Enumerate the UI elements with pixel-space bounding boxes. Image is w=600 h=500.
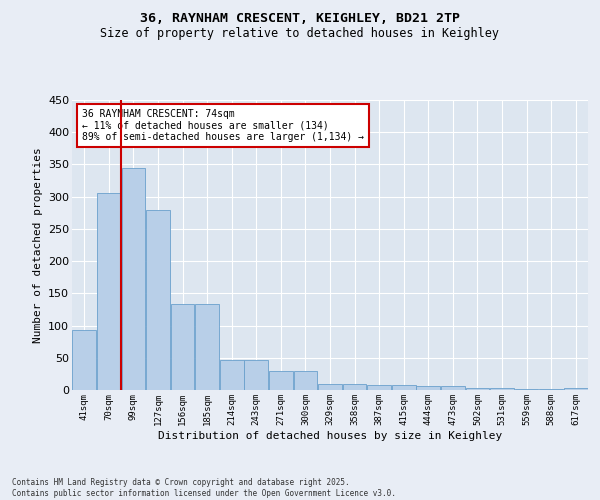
Bar [220,360,244,390]
Text: Contains HM Land Registry data © Crown copyright and database right 2025.
Contai: Contains HM Land Registry data © Crown c… [12,478,396,498]
Bar [97,194,121,390]
Text: 36, RAYNHAM CRESCENT, KEIGHLEY, BD21 2TP: 36, RAYNHAM CRESCENT, KEIGHLEY, BD21 2TP [140,12,460,26]
Bar [466,388,490,390]
Bar [293,370,317,390]
Bar [416,386,440,390]
X-axis label: Distribution of detached houses by size in Keighley: Distribution of detached houses by size … [158,430,502,440]
Bar [269,370,293,390]
Bar [490,388,514,390]
Bar [392,385,416,390]
Bar [318,384,342,390]
Bar [146,210,170,390]
Bar [73,330,96,390]
Text: 36 RAYNHAM CRESCENT: 74sqm
← 11% of detached houses are smaller (134)
89% of sem: 36 RAYNHAM CRESCENT: 74sqm ← 11% of deta… [82,108,364,142]
Bar [367,385,391,390]
Text: Size of property relative to detached houses in Keighley: Size of property relative to detached ho… [101,28,499,40]
Bar [564,388,587,390]
Bar [170,304,194,390]
Y-axis label: Number of detached properties: Number of detached properties [32,147,43,343]
Bar [343,384,367,390]
Bar [441,386,465,390]
Bar [244,360,268,390]
Bar [195,304,219,390]
Bar [122,168,145,390]
